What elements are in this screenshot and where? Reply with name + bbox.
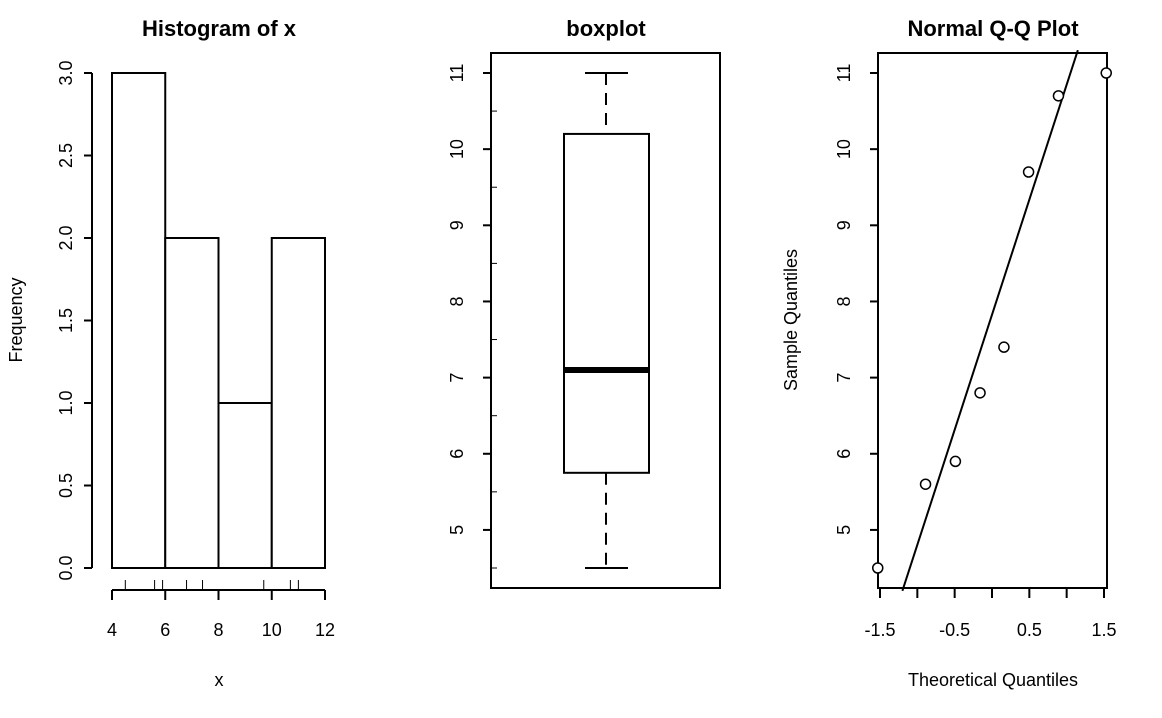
qq-point	[872, 562, 884, 574]
qq-point	[919, 478, 932, 490]
histogram-x-tick-label: 12	[315, 620, 335, 640]
histogram-bar	[111, 72, 167, 569]
histogram-y-axis-label: Frequency	[6, 277, 26, 362]
qq-y-tick-label: 6	[834, 449, 854, 459]
histogram-title: Histogram of x	[142, 16, 297, 41]
boxplot-y-tick-label: 8	[447, 296, 467, 306]
histogram-bar	[217, 402, 273, 569]
histogram-bar	[164, 237, 220, 569]
qq-reference-line	[901, 49, 1079, 592]
histogram-y-tick-label: 0.5	[56, 473, 76, 498]
histogram-x-tick-label: 10	[262, 620, 282, 640]
boxplot-y-tick-label: 10	[447, 139, 467, 159]
qq-x-tick-label: 1.5	[1091, 620, 1116, 640]
histogram-x-tick-label: 4	[107, 620, 117, 640]
qq-frame	[877, 52, 1108, 589]
histogram-x-tick-label: 6	[160, 620, 170, 640]
histogram-x-axis-label: x	[215, 670, 224, 690]
qq-title: Normal Q-Q Plot	[907, 16, 1079, 41]
histogram-y-tick-label: 3.0	[56, 60, 76, 85]
qq-y-axis-label: Sample Quantiles	[781, 249, 801, 391]
qq-y-tick-label: 11	[834, 64, 854, 83]
qq-point	[949, 455, 962, 468]
boxplot-box	[563, 132, 650, 474]
histogram-y-tick-label: 1.5	[56, 308, 76, 333]
qq-point	[974, 387, 986, 399]
boxplot-panel: boxplot 5 6 7 8 9 10 11	[447, 16, 721, 589]
qq-y-tick-label: 10	[834, 139, 854, 159]
boxplot-frame	[490, 52, 721, 589]
boxplot-title: boxplot	[566, 16, 646, 41]
qq-point	[1052, 90, 1065, 102]
boxplot-y-tick-label: 11	[447, 64, 467, 83]
qq-y-tick-label: 8	[834, 296, 854, 306]
qq-y-tick-label: 5	[834, 525, 854, 535]
qq-x-tick-label: -1.5	[864, 620, 895, 640]
qq-y-tick-label: 7	[834, 373, 854, 383]
histogram-bar	[270, 237, 326, 569]
qq-point	[998, 341, 1010, 353]
qq-point	[1100, 67, 1112, 79]
qq-point	[1022, 166, 1035, 178]
qq-x-tick-label: 0.5	[1017, 620, 1042, 640]
histogram-panel: Histogram of x 0.0 0.5 1.0 1.5 2.0 2.5 3.0 4 6 8…	[6, 16, 335, 690]
boxplot-y-tick-label: 7	[447, 373, 467, 383]
histogram-y-tick-label: 2.5	[56, 143, 76, 168]
qq-y-tick-label: 9	[834, 220, 854, 230]
boxplot-y-tick-label: 6	[447, 449, 467, 459]
qq-panel: Normal Q-Q Plot 5 6 7 8 9 10 11 -1.5 -0.5 0.5 1.5…	[781, 16, 1117, 690]
histogram-y-tick-label: 0.0	[56, 555, 76, 580]
histogram-x-tick-label: 8	[213, 620, 223, 640]
boxplot-y-tick-label: 5	[447, 525, 467, 535]
qq-x-axis-label: Theoretical Quantiles	[908, 670, 1078, 690]
histogram-y-tick-label: 2.0	[56, 225, 76, 250]
boxplot-y-tick-label: 9	[447, 220, 467, 230]
histogram-y-tick-label: 1.0	[56, 390, 76, 415]
qq-x-tick-label: -0.5	[939, 620, 970, 640]
